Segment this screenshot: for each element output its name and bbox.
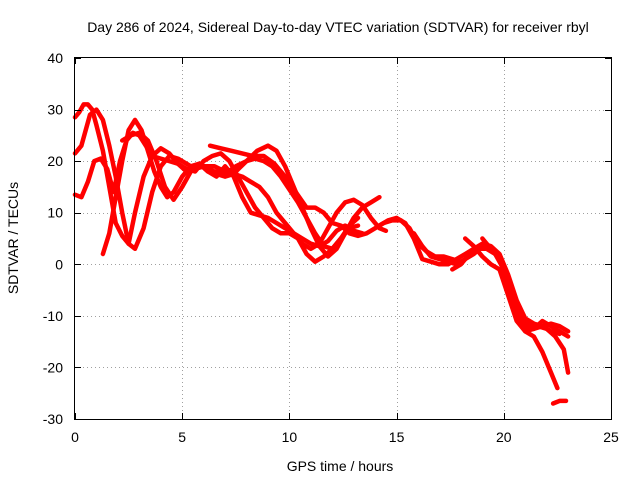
x-tick-label: 15: [389, 429, 405, 445]
y-axis-label: SDTVAR / TECUs: [5, 182, 21, 294]
y-tick-label: -10: [43, 308, 63, 324]
x-tick-label: 10: [282, 429, 298, 445]
y-tick-label: 40: [47, 50, 63, 66]
y-tick-label: 20: [47, 153, 63, 169]
y-tick-label: -20: [43, 359, 63, 375]
y-tick-label: 30: [47, 102, 63, 118]
series-line-arc-5: [119, 130, 365, 249]
series-line-arc-9: [450, 246, 571, 375]
y-tick-label: 0: [55, 256, 63, 272]
x-tick-label: 5: [178, 429, 186, 445]
data-traces: [72, 102, 571, 406]
series-line-arc-10: [462, 236, 560, 391]
x-tick-label: 0: [71, 429, 79, 445]
grid-lines: [75, 58, 611, 419]
series-line-arc-3: [72, 130, 361, 264]
x-axis-label: GPS time / hours: [287, 458, 394, 474]
series-line-arc-4: [100, 117, 389, 257]
y-tick-label: -30: [43, 411, 63, 427]
plot-frame: [74, 57, 612, 420]
x-tick-label: 20: [496, 429, 512, 445]
chart-title: Day 286 of 2024, Sidereal Day-to-day VTE…: [87, 19, 589, 35]
x-tick-label: 25: [603, 429, 619, 445]
series-line-arc-11: [480, 236, 562, 337]
y-tick-label: 10: [47, 205, 63, 221]
axis-ticks: 0 5 10 15 20 25 -30 -20 -10 0 10 20 30 40: [43, 50, 619, 445]
series-line-arc-12: [550, 398, 569, 406]
series-line-arc-7: [377, 215, 571, 334]
